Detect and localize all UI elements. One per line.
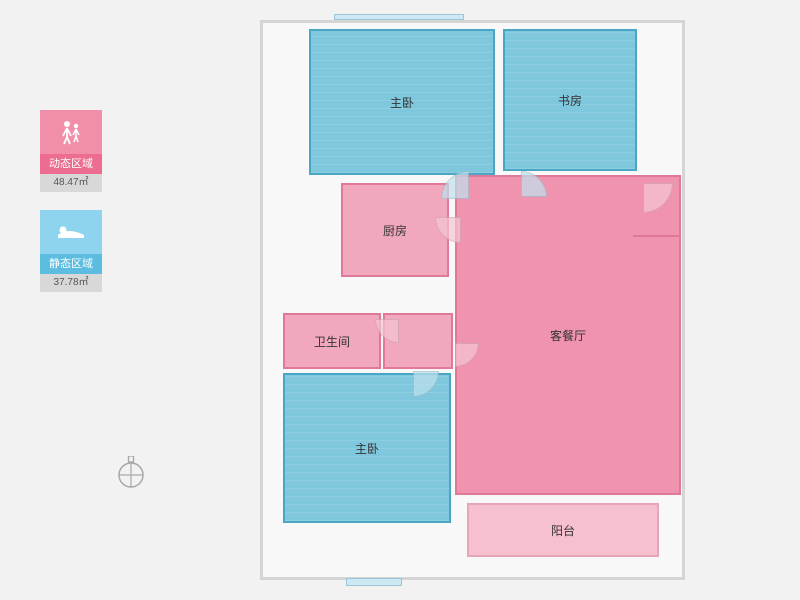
- exterior-window-top: [334, 14, 464, 20]
- legend-dynamic: 动态区域 48.47㎡: [40, 110, 102, 192]
- room-label-bathroom: 卫生间: [314, 333, 350, 350]
- room-master-bedroom-1: 主卧: [309, 29, 495, 175]
- legend-dynamic-label: 动态区域: [40, 154, 102, 174]
- legend-static: 静态区域 37.78㎡: [40, 210, 102, 292]
- room-label-study: 书房: [558, 92, 582, 109]
- legend-static-value: 37.78㎡: [40, 274, 102, 292]
- compass-icon: [114, 456, 148, 490]
- room-master-bedroom-2: 主卧: [283, 373, 451, 523]
- room-label-balcony: 阳台: [551, 522, 575, 539]
- people-icon: [40, 110, 102, 154]
- room-label-kitchen: 厨房: [383, 222, 407, 239]
- floorplan: 主卧书房厨房客餐厅卫生间主卧阳台: [260, 20, 685, 580]
- room-kitchen: 厨房: [341, 183, 449, 277]
- legend-dynamic-value: 48.47㎡: [40, 174, 102, 192]
- door-arc: [441, 171, 469, 199]
- room-label-master-bedroom-1: 主卧: [390, 94, 414, 111]
- room-balcony: 阳台: [467, 503, 659, 557]
- room-bathroom: 卫生间: [283, 313, 381, 369]
- room-label-master-bedroom-2: 主卧: [355, 440, 379, 457]
- legend-panel: 动态区域 48.47㎡ 静态区域 37.78㎡: [40, 110, 102, 310]
- exterior-window-bottom: [346, 578, 402, 586]
- sleep-icon: [40, 210, 102, 254]
- floorplan-gap: [341, 279, 453, 313]
- room-label-living-dining: 客餐厅: [550, 327, 586, 344]
- room-study: 书房: [503, 29, 637, 171]
- legend-static-label: 静态区域: [40, 254, 102, 274]
